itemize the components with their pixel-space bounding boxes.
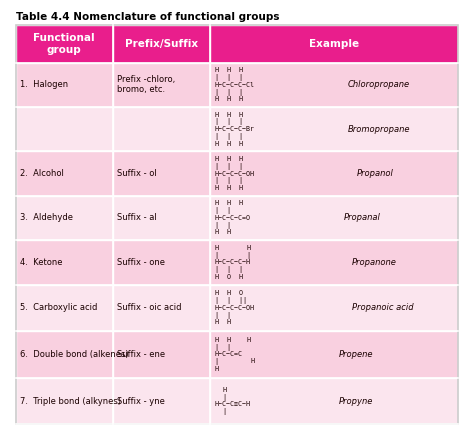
Text: Prefix/Suffix: Prefix/Suffix bbox=[125, 39, 198, 49]
Text: Functional
group: Functional group bbox=[34, 33, 95, 55]
Text: H  H  H
|  |
H−C−C−C=O
|  |
H  H: H H H | | H−C−C−C=O | | H H bbox=[215, 200, 251, 236]
Text: H  H  O
|  |  ||
H−C−C−C−OH
|  |
H  H: H H O | | || H−C−C−C−OH | | H H bbox=[215, 290, 255, 326]
FancyBboxPatch shape bbox=[210, 63, 458, 107]
Text: H  H    H
|  |
H−C−C=C
|        H
H: H H H | | H−C−C=C | H H bbox=[215, 337, 255, 372]
Text: H  H  H
|  |  |
H−C−C−C−OH
|  |  |
H  H  H: H H H | | | H−C−C−C−OH | | | H H H bbox=[215, 156, 255, 191]
FancyBboxPatch shape bbox=[113, 378, 210, 424]
Text: Suffix - al: Suffix - al bbox=[118, 213, 157, 222]
FancyBboxPatch shape bbox=[16, 196, 113, 240]
Text: Prefix -chloro,
bromo, etc.: Prefix -chloro, bromo, etc. bbox=[118, 75, 176, 94]
FancyBboxPatch shape bbox=[113, 285, 210, 331]
FancyBboxPatch shape bbox=[113, 107, 210, 151]
FancyBboxPatch shape bbox=[16, 378, 113, 424]
FancyBboxPatch shape bbox=[210, 25, 458, 63]
Text: H  H  H
|  |  |
H−C−C−C−Br
|  |  |
H  H  H: H H H | | | H−C−C−C−Br | | | H H H bbox=[215, 112, 255, 147]
Text: 7.  Triple bond (alkynes): 7. Triple bond (alkynes) bbox=[20, 396, 121, 405]
Text: 6.  Double bond (alkenes): 6. Double bond (alkenes) bbox=[20, 350, 128, 359]
FancyBboxPatch shape bbox=[16, 285, 113, 331]
Text: Propanal: Propanal bbox=[343, 213, 380, 222]
Text: Suffix - ene: Suffix - ene bbox=[118, 350, 165, 359]
Text: Suffix - yne: Suffix - yne bbox=[118, 396, 165, 405]
Text: Suffix - oic acid: Suffix - oic acid bbox=[118, 303, 182, 312]
Text: 2.  Alcohol: 2. Alcohol bbox=[20, 169, 64, 178]
Text: 3.  Aldehyde: 3. Aldehyde bbox=[20, 213, 73, 222]
Text: 1.  Halogen: 1. Halogen bbox=[20, 80, 68, 89]
Text: Propene: Propene bbox=[339, 350, 374, 359]
FancyBboxPatch shape bbox=[210, 196, 458, 240]
FancyBboxPatch shape bbox=[210, 378, 458, 424]
Text: Propyne: Propyne bbox=[339, 396, 373, 405]
Text: Suffix - ol: Suffix - ol bbox=[118, 169, 157, 178]
FancyBboxPatch shape bbox=[16, 240, 113, 285]
Text: Bromopropane: Bromopropane bbox=[348, 125, 410, 134]
Text: Propanoic acid: Propanoic acid bbox=[352, 303, 414, 312]
FancyBboxPatch shape bbox=[16, 331, 113, 378]
Text: Suffix - one: Suffix - one bbox=[118, 258, 165, 267]
FancyBboxPatch shape bbox=[113, 196, 210, 240]
FancyBboxPatch shape bbox=[210, 331, 458, 378]
Text: H  H  H
|  |  |
H−C−C−C−Cl
|  |  |
H  H  H: H H H | | | H−C−C−C−Cl | | | H H H bbox=[215, 68, 255, 102]
Text: 4.  Ketone: 4. Ketone bbox=[20, 258, 63, 267]
Text: Example: Example bbox=[310, 39, 359, 49]
Text: 5.  Carboxylic acid: 5. Carboxylic acid bbox=[20, 303, 97, 312]
FancyBboxPatch shape bbox=[113, 25, 210, 63]
FancyBboxPatch shape bbox=[210, 107, 458, 151]
Text: Propanone: Propanone bbox=[352, 258, 397, 267]
FancyBboxPatch shape bbox=[113, 331, 210, 378]
FancyBboxPatch shape bbox=[16, 151, 113, 196]
FancyBboxPatch shape bbox=[16, 63, 113, 107]
Text: Chloropropane: Chloropropane bbox=[348, 80, 410, 89]
Text: Table 4.4 Nomenclature of functional groups: Table 4.4 Nomenclature of functional gro… bbox=[16, 12, 279, 22]
FancyBboxPatch shape bbox=[210, 240, 458, 285]
FancyBboxPatch shape bbox=[210, 151, 458, 196]
FancyBboxPatch shape bbox=[16, 25, 113, 63]
FancyBboxPatch shape bbox=[210, 285, 458, 331]
Text: Propanol: Propanol bbox=[356, 169, 393, 178]
FancyBboxPatch shape bbox=[16, 107, 113, 151]
Text: H       H
|       |
H−C−C−C−H
|  |  |
H  O  H: H H | | H−C−C−C−H | | | H O H bbox=[215, 245, 251, 280]
FancyBboxPatch shape bbox=[113, 240, 210, 285]
Text: H
  |
H−C−C≡C−H
  |: H | H−C−C≡C−H | bbox=[215, 387, 251, 415]
FancyBboxPatch shape bbox=[113, 151, 210, 196]
FancyBboxPatch shape bbox=[113, 63, 210, 107]
